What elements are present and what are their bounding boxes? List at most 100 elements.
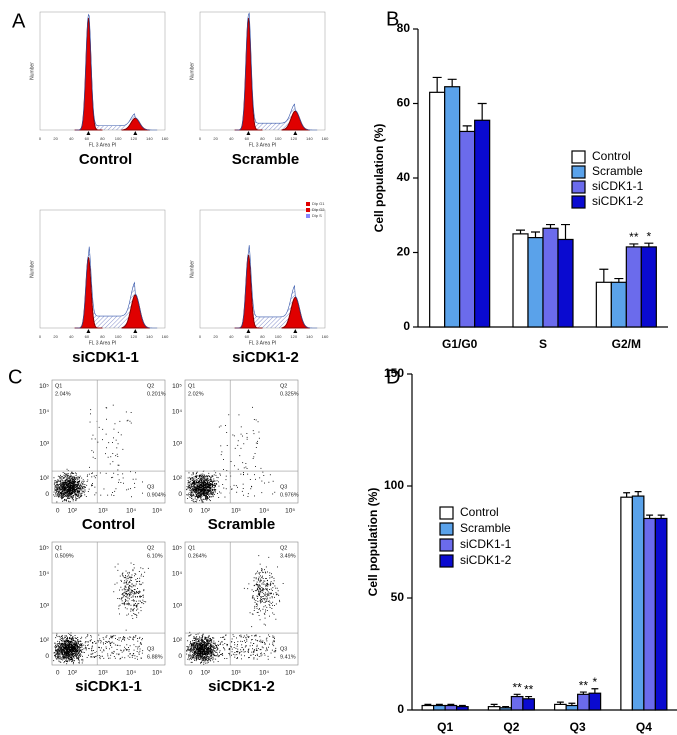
event-dot bbox=[76, 651, 78, 652]
event-dot bbox=[59, 655, 61, 657]
event-dot bbox=[125, 585, 127, 587]
event-dot bbox=[207, 476, 209, 478]
event-dot bbox=[138, 612, 140, 614]
event-dot bbox=[212, 656, 214, 658]
event-dot bbox=[61, 637, 62, 639]
event-dot bbox=[204, 485, 206, 486]
event-dot bbox=[62, 487, 64, 488]
event-dot bbox=[58, 649, 59, 650]
event-dot bbox=[273, 613, 275, 615]
event-dot bbox=[56, 643, 58, 645]
event-dot bbox=[119, 598, 121, 600]
event-dot bbox=[128, 571, 130, 573]
event-dot bbox=[64, 483, 66, 485]
event-dot bbox=[127, 655, 129, 657]
event-dot bbox=[129, 595, 131, 596]
event-dot bbox=[262, 647, 264, 649]
event-dot bbox=[59, 488, 61, 490]
event-dot bbox=[72, 650, 74, 652]
event-dot bbox=[68, 481, 69, 483]
event-dot bbox=[251, 486, 253, 488]
event-dot bbox=[62, 490, 63, 492]
event-dot bbox=[203, 650, 205, 652]
event-dot bbox=[194, 496, 196, 498]
event-dot bbox=[257, 593, 259, 595]
event-dot bbox=[103, 488, 105, 490]
event-dot bbox=[130, 422, 132, 424]
event-dot bbox=[215, 474, 217, 476]
event-dot bbox=[75, 484, 77, 486]
event-dot bbox=[199, 647, 201, 648]
event-dot bbox=[79, 640, 81, 642]
event-dot bbox=[260, 590, 262, 591]
event-dot bbox=[204, 646, 206, 648]
event-dot bbox=[82, 488, 84, 490]
event-dot bbox=[71, 641, 73, 643]
event-dot bbox=[201, 483, 202, 485]
event-dot bbox=[74, 648, 75, 650]
event-dot bbox=[252, 613, 254, 615]
event-dot bbox=[76, 640, 78, 642]
event-dot bbox=[212, 637, 213, 639]
event-dot bbox=[54, 489, 56, 491]
event-dot bbox=[57, 657, 59, 659]
event-dot bbox=[273, 651, 275, 653]
event-dot bbox=[252, 596, 253, 598]
event-dot bbox=[65, 495, 67, 496]
event-dot bbox=[132, 637, 134, 639]
event-dot bbox=[258, 584, 260, 586]
event-dot bbox=[199, 484, 201, 486]
event-dot bbox=[196, 472, 197, 474]
event-dot bbox=[266, 599, 268, 601]
event-dot bbox=[199, 478, 201, 479]
event-dot bbox=[200, 497, 201, 499]
event-dot bbox=[73, 651, 75, 653]
event-dot bbox=[135, 605, 137, 606]
dotplot-x-tick: 10⁴ bbox=[259, 670, 269, 677]
event-dot bbox=[63, 485, 65, 486]
quadrant-percent: 0.509% bbox=[55, 553, 74, 559]
event-dot bbox=[94, 656, 96, 658]
event-dot bbox=[54, 642, 56, 644]
event-dot bbox=[56, 650, 58, 652]
event-dot bbox=[198, 641, 200, 643]
event-dot bbox=[56, 495, 58, 497]
event-dot bbox=[73, 654, 74, 656]
event-dot bbox=[197, 497, 198, 499]
event-dot bbox=[59, 484, 60, 485]
event-dot bbox=[226, 470, 228, 471]
event-dot bbox=[195, 473, 197, 474]
event-dot bbox=[93, 656, 95, 658]
event-dot bbox=[193, 645, 195, 647]
event-dot bbox=[205, 485, 207, 487]
event-dot bbox=[80, 495, 82, 496]
event-dot bbox=[100, 642, 102, 644]
event-dot bbox=[258, 572, 260, 574]
event-dot bbox=[126, 591, 128, 592]
event-dot bbox=[191, 477, 193, 479]
event-dot bbox=[79, 650, 81, 652]
event-dot bbox=[194, 492, 196, 493]
event-dot bbox=[257, 648, 259, 649]
event-dot bbox=[207, 656, 209, 657]
event-dot bbox=[136, 606, 137, 608]
event-dot bbox=[57, 484, 59, 486]
event-dot bbox=[260, 598, 262, 600]
event-dot bbox=[251, 626, 253, 628]
event-dot bbox=[108, 641, 110, 643]
event-dot bbox=[79, 662, 80, 664]
event-dot bbox=[256, 653, 258, 655]
event-dot bbox=[63, 647, 65, 648]
event-dot bbox=[131, 583, 133, 585]
event-dot bbox=[203, 493, 204, 495]
event-dot bbox=[63, 647, 65, 649]
event-dot bbox=[256, 646, 258, 648]
event-dot bbox=[66, 650, 67, 652]
event-dot bbox=[203, 642, 204, 644]
event-dot bbox=[123, 636, 124, 637]
event-dot bbox=[211, 493, 212, 495]
event-dot bbox=[70, 656, 71, 658]
event-dot bbox=[59, 647, 60, 649]
event-dot bbox=[187, 498, 188, 499]
event-dot bbox=[62, 483, 64, 484]
